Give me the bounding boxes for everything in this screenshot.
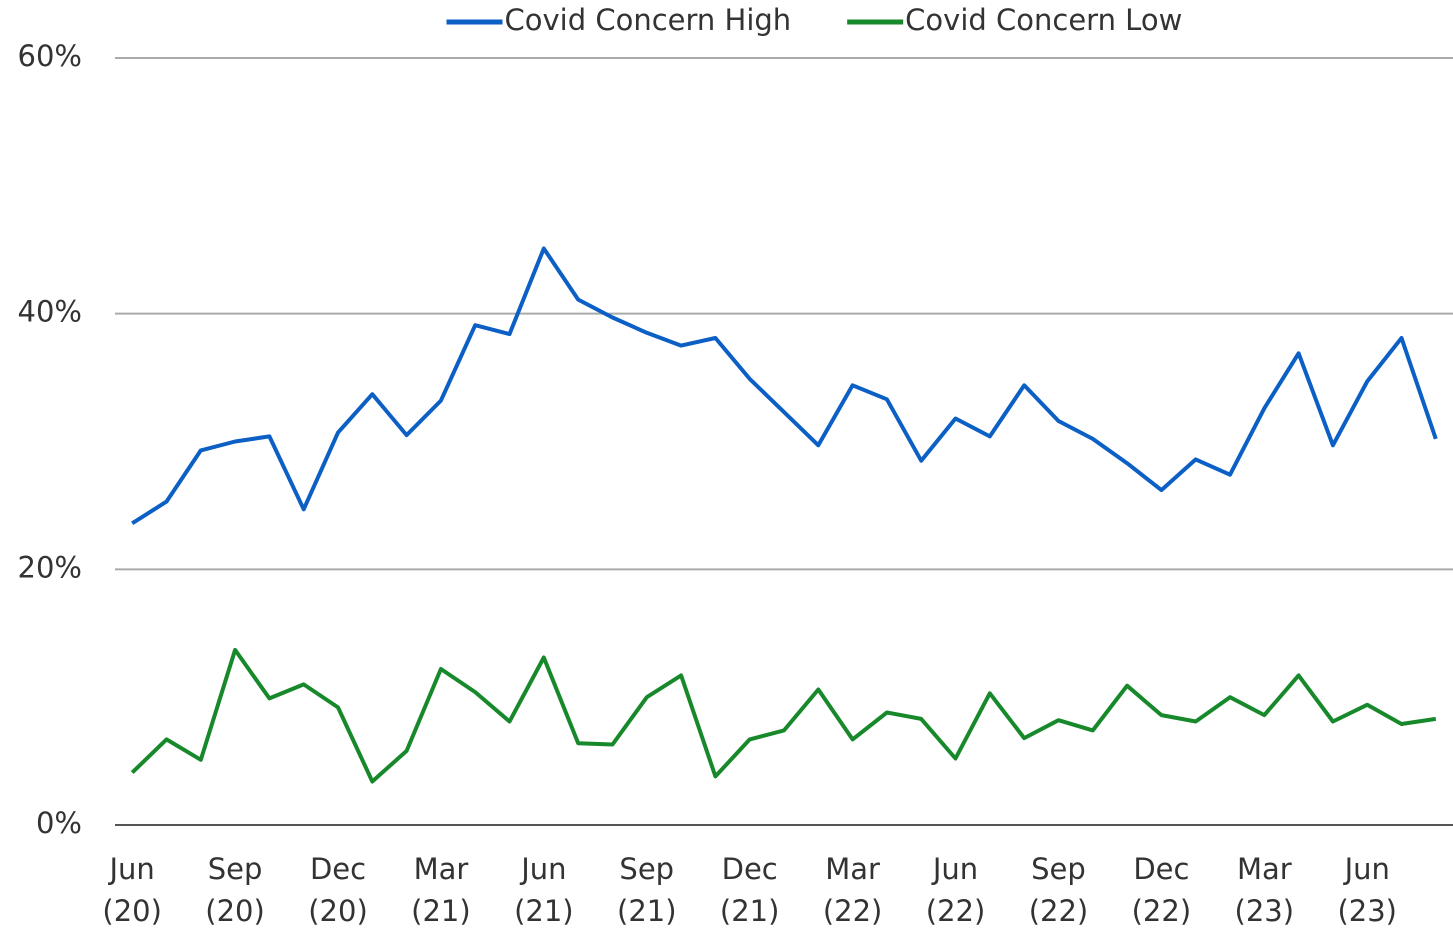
x-tick-label: Sep (20) xyxy=(205,852,265,928)
y-tick-label: 20% xyxy=(18,550,82,584)
line-series xyxy=(130,647,1437,784)
x-tick-label: Jun (23) xyxy=(1337,852,1397,928)
legend: Covid Concern High Covid Concern Low xyxy=(446,3,1182,37)
legend-label: Covid Concern High xyxy=(505,3,792,37)
x-tick-label: Sep (22) xyxy=(1029,852,1089,928)
y-tick-label: 0% xyxy=(36,806,82,840)
x-tick-label: Mar (23) xyxy=(1235,852,1295,928)
y-tick-label: 60% xyxy=(18,39,82,73)
x-tick-label: Dec (22) xyxy=(1132,852,1192,928)
x-tick-label: Jun (21) xyxy=(514,852,574,928)
x-tick-label: Dec (20) xyxy=(308,852,368,928)
x-tick-label: Mar (21) xyxy=(411,852,471,928)
y-tick-label: 40% xyxy=(18,295,82,329)
x-tick-label: Jun (20) xyxy=(102,852,162,928)
legend-label: Covid Concern Low xyxy=(905,3,1182,37)
x-tick-label: Mar (22) xyxy=(823,852,883,928)
x-tick-label: Dec (21) xyxy=(720,852,780,928)
line-series xyxy=(131,246,1438,525)
x-tick-label: Jun (22) xyxy=(926,852,986,928)
x-tick-label: Sep (21) xyxy=(617,852,677,928)
